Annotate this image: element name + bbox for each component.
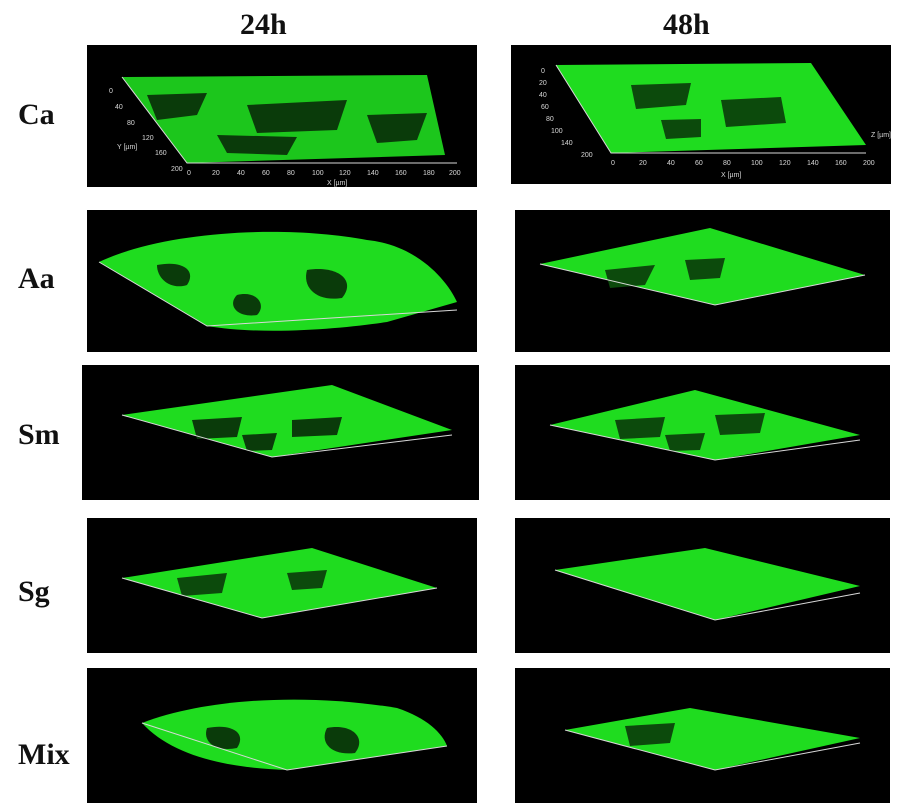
row-label-sm: Sm	[18, 418, 60, 451]
panel-sm-48h	[515, 365, 890, 500]
svg-text:20: 20	[212, 170, 220, 177]
ca-48h-axis-text: 0 20 40 60 80 100 140 200 0 20 40 60 80 …	[539, 68, 891, 179]
svg-text:0: 0	[611, 160, 615, 167]
column-header-24h: 24h	[240, 8, 287, 41]
biofilm-render-sm-24h	[121, 385, 453, 458]
biofilm-render-sm-48h	[549, 390, 861, 461]
biofilm-render-aa-48h	[539, 228, 866, 306]
svg-text:100: 100	[312, 170, 324, 177]
svg-text:200: 200	[171, 166, 183, 173]
svg-text:0: 0	[109, 88, 113, 95]
svg-text:160: 160	[395, 170, 407, 177]
biofilm-render-sg-48h	[554, 548, 861, 621]
row-label-mix: Mix	[18, 738, 70, 771]
svg-text:200: 200	[449, 170, 461, 177]
biofilm-render-ca-48h: 0 20 40 60 80 100 140 200 0 20 40 60 80 …	[539, 63, 891, 179]
svg-text:80: 80	[287, 170, 295, 177]
svg-text:140: 140	[807, 160, 819, 167]
row-label-aa: Aa	[18, 262, 55, 295]
panel-sm-24h	[82, 365, 479, 500]
svg-text:140: 140	[561, 140, 573, 147]
svg-text:160: 160	[835, 160, 847, 167]
svg-text:120: 120	[339, 170, 351, 177]
svg-text:20: 20	[639, 160, 647, 167]
svg-text:X [µm]: X [µm]	[721, 172, 741, 179]
svg-text:0: 0	[541, 68, 545, 75]
panel-sg-48h	[515, 518, 890, 653]
svg-text:100: 100	[551, 128, 563, 135]
panel-ca-24h: 0 40 80 120 160 200 0 20 40 60 80 100 12…	[87, 45, 477, 187]
svg-text:20: 20	[539, 80, 547, 87]
biofilm-render-aa-24h	[98, 231, 458, 331]
svg-text:60: 60	[695, 160, 703, 167]
svg-text:40: 40	[539, 92, 547, 99]
svg-text:60: 60	[262, 170, 270, 177]
biofilm-render-sg-24h	[121, 548, 438, 619]
svg-text:160: 160	[155, 150, 167, 157]
panel-sg-24h	[87, 518, 477, 653]
panel-ca-48h: 0 20 40 60 80 100 140 200 0 20 40 60 80 …	[511, 45, 891, 184]
svg-text:120: 120	[779, 160, 791, 167]
svg-text:40: 40	[115, 104, 123, 111]
biofilm-render-mix-48h	[564, 708, 861, 771]
ca-24h-axis-text: 0 40 80 120 160 200 0 20 40 60 80 100 12…	[109, 88, 461, 187]
row-label-ca: Ca	[18, 98, 55, 131]
svg-text:40: 40	[667, 160, 675, 167]
svg-text:0: 0	[187, 170, 191, 177]
svg-text:60: 60	[541, 104, 549, 111]
svg-text:80: 80	[127, 120, 135, 127]
svg-text:200: 200	[863, 160, 875, 167]
svg-text:180: 180	[423, 170, 435, 177]
column-header-48h: 48h	[663, 8, 710, 41]
svg-text:X [µm]: X [µm]	[327, 180, 347, 187]
panel-aa-24h	[87, 210, 477, 352]
svg-text:80: 80	[723, 160, 731, 167]
svg-text:140: 140	[367, 170, 379, 177]
svg-text:100: 100	[751, 160, 763, 167]
svg-text:120: 120	[142, 135, 154, 142]
svg-text:80: 80	[546, 116, 554, 123]
biofilm-render-ca-24h: 0 40 80 120 160 200 0 20 40 60 80 100 12…	[109, 75, 461, 187]
svg-text:40: 40	[237, 170, 245, 177]
svg-text:200: 200	[581, 152, 593, 159]
biofilm-render-mix-24h	[141, 699, 448, 771]
panel-mix-48h	[515, 668, 890, 803]
svg-text:Z [µm]: Z [µm]	[871, 132, 891, 139]
panel-mix-24h	[87, 668, 477, 803]
row-label-sg: Sg	[18, 575, 50, 608]
svg-text:Y [µm]: Y [µm]	[117, 144, 137, 151]
panel-aa-48h	[515, 210, 890, 352]
